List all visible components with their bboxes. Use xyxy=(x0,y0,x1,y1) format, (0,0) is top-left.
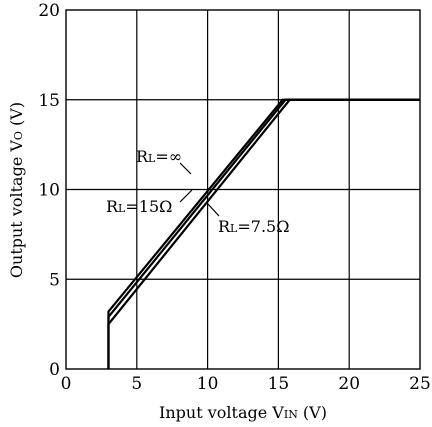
svg-text:RL=∞: RL=∞ xyxy=(136,147,182,166)
y-axis-label-unit: (V) xyxy=(7,102,26,131)
x-tick-label-10: 10 xyxy=(197,374,219,394)
x-tick-label-0: 0 xyxy=(61,374,72,394)
series-layer xyxy=(107,98,420,369)
y-tick-label-5: 5 xyxy=(49,270,60,290)
grid-layer xyxy=(66,10,420,369)
svg-text:RL=7.5Ω: RL=7.5Ω xyxy=(218,217,289,236)
annotation-rl-15: RL=15Ω xyxy=(106,189,193,216)
y-axis-label: Output voltage VO (V) xyxy=(7,102,26,278)
annotation-rl-15-sub: L xyxy=(118,202,126,215)
annotation-rl-7-5-leader xyxy=(206,202,220,217)
y-tick-label-0: 0 xyxy=(49,360,60,380)
y-tick-label-20: 20 xyxy=(38,1,60,21)
svg-text:RL=15Ω: RL=15Ω xyxy=(106,197,172,216)
x-tick-label-15: 15 xyxy=(268,374,290,394)
x-tick-label-25: 25 xyxy=(409,374,431,394)
x-axis-label-sub: IN xyxy=(284,408,298,421)
annotation-rl-15-rest: =15Ω xyxy=(125,197,172,216)
x-axis-label-main: Input voltage V xyxy=(159,403,284,422)
plot-frame xyxy=(65,9,421,370)
annotation-rl-7-5-r: R xyxy=(218,217,231,236)
tick-labels: 0 5 10 15 20 25 0 5 10 15 20 xyxy=(38,1,430,394)
annotation-rl-inf-r: R xyxy=(136,147,149,166)
x-tick-label-20: 20 xyxy=(338,374,360,394)
annotation-rl-15-leader xyxy=(179,189,193,203)
x-tick-label-5: 5 xyxy=(131,374,142,394)
annotation-rl-7-5-rest: =7.5Ω xyxy=(237,217,289,236)
annotation-rl-15-r: R xyxy=(106,197,119,216)
x-axis-label-unit: (V) xyxy=(298,403,327,422)
annotation-rl-7-5-sub: L xyxy=(230,222,238,235)
y-axis-label-main: Output voltage V xyxy=(7,140,26,278)
x-axis-label: Input voltage VIN (V) xyxy=(159,403,327,422)
annotation-rl-inf: RL=∞ xyxy=(136,147,192,175)
y-tick-label-10: 10 xyxy=(38,181,60,201)
annotation-rl-inf-leader xyxy=(179,162,192,175)
annotation-rl-inf-rest: =∞ xyxy=(155,147,182,166)
series-line-3 xyxy=(107,98,420,369)
y-axis-label-sub: O xyxy=(12,131,25,140)
annotation-rl-7-5: RL=7.5Ω xyxy=(206,202,289,236)
y-tick-label-15: 15 xyxy=(38,91,60,111)
annotation-rl-inf-sub: L xyxy=(148,152,156,165)
